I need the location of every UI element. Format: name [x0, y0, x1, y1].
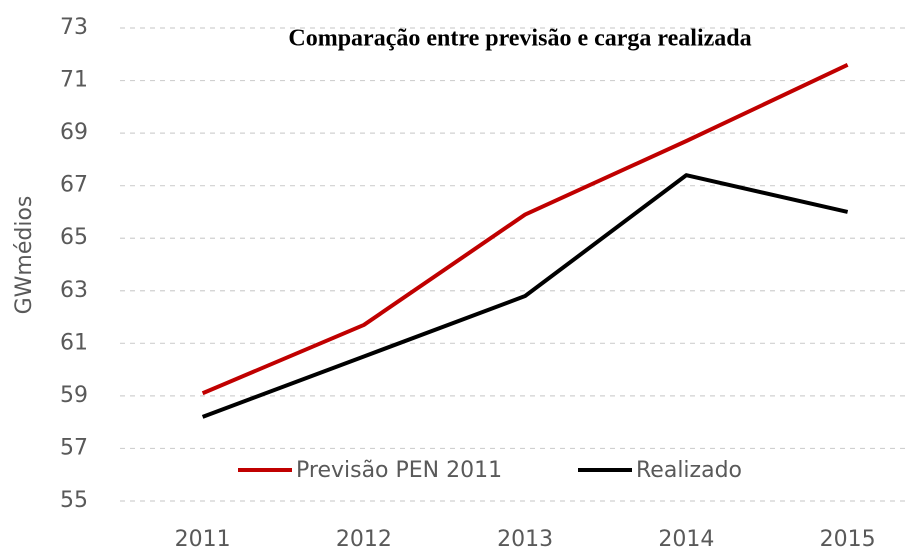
x-tick-label: 2013 [497, 527, 553, 552]
y-tick-label: 63 [60, 278, 88, 303]
data-line [201, 173, 849, 419]
data-line [201, 62, 849, 396]
x-tick-label: 2011 [175, 527, 231, 552]
y-tick-label: 71 [60, 68, 88, 93]
y-tick-label: 73 [60, 15, 88, 40]
y-tick-label: 59 [60, 383, 88, 408]
legend-label: Previsão PEN 2011 [296, 458, 502, 483]
y-tick-label: 65 [60, 225, 88, 250]
x-tick-label: 2012 [336, 527, 392, 552]
legend-label: Realizado [636, 458, 742, 483]
y-tick-label: 57 [60, 435, 88, 460]
y-axis-label: GWmédios [12, 196, 37, 315]
y-tick-label: 69 [60, 120, 88, 145]
chart-title: Comparação entre previsão e carga realiz… [288, 26, 751, 52]
x-tick-label: 2015 [820, 527, 876, 552]
x-tick-label: 2014 [658, 527, 714, 552]
y-tick-label: 67 [60, 173, 88, 198]
y-tick-label: 61 [60, 330, 88, 355]
y-tick-label: 55 [60, 488, 88, 513]
